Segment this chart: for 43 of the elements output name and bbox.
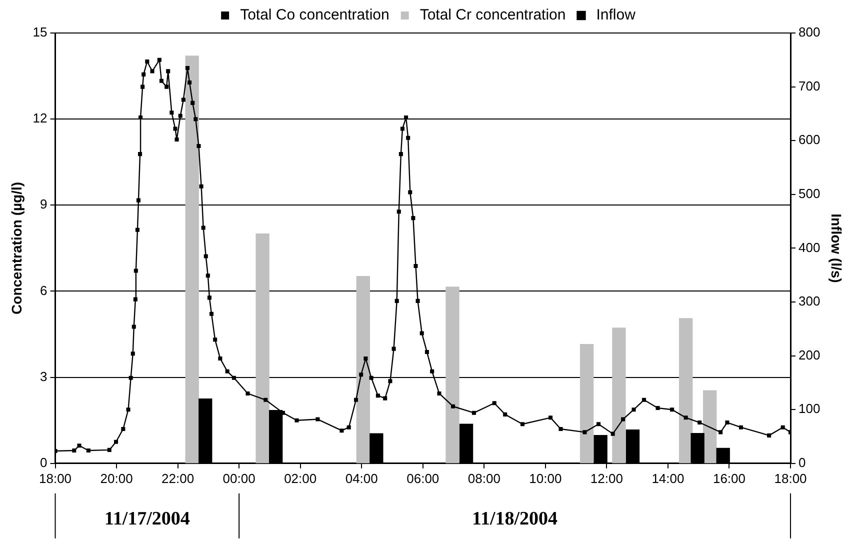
- x-tick-label: 20:00: [100, 470, 133, 486]
- x-tick-label: 14:00: [652, 470, 684, 486]
- y-tick-label: 0: [40, 454, 48, 470]
- x-tick-label: 08:00: [468, 470, 500, 486]
- bar: [580, 344, 594, 464]
- x-tick-label: 18:00: [38, 470, 72, 486]
- y-tick-label: 15: [32, 24, 48, 40]
- legend-label: Inflow: [596, 6, 636, 24]
- x-tick-label: 04:00: [345, 470, 378, 486]
- bar: [679, 318, 693, 464]
- bar: [185, 56, 199, 464]
- y2-tick-label: 200: [798, 347, 820, 362]
- y2-tick-label: 700: [798, 78, 820, 94]
- bar: [703, 390, 717, 464]
- bar: [612, 328, 626, 464]
- y2-tick-label: 300: [798, 294, 820, 309]
- y2-axis-title: Inflow (l/s): [828, 214, 845, 283]
- y-axis-title: Concentration (µg/l): [8, 182, 24, 314]
- bar: [356, 276, 370, 464]
- y-tick-label: 3: [40, 368, 48, 384]
- y2-tick-label: 100: [798, 401, 820, 416]
- y2-tick-label: 800: [798, 24, 820, 40]
- text: 11/17/2004: [104, 508, 190, 530]
- y-tick-label: 6: [40, 282, 48, 298]
- y-tick-label: 9: [40, 196, 48, 212]
- x-tick-label: 00:00: [222, 470, 256, 486]
- text: 11/18/2004: [472, 508, 558, 530]
- y2-tick-label: 600: [798, 132, 820, 148]
- legend-label: Total Cr concentration: [420, 6, 566, 24]
- y2-tick-label: 400: [798, 240, 820, 255]
- y2-tick-label: 500: [798, 186, 820, 201]
- x-tick-label: 10:00: [529, 470, 562, 486]
- x-tick-label: 18:00: [774, 470, 807, 486]
- x-tick-label: 12:00: [590, 470, 623, 486]
- y-tick-label: 12: [32, 110, 48, 126]
- bar: [446, 286, 460, 464]
- x-tick-label: 22:00: [162, 470, 194, 486]
- legend-label: Total Co concentration: [240, 6, 390, 24]
- y2-tick-label: 0: [798, 454, 806, 470]
- bar: [256, 234, 270, 464]
- x-tick-label: 16:00: [712, 470, 746, 486]
- x-tick-label: 02:00: [284, 470, 317, 486]
- x-tick-label: 06:00: [406, 470, 440, 486]
